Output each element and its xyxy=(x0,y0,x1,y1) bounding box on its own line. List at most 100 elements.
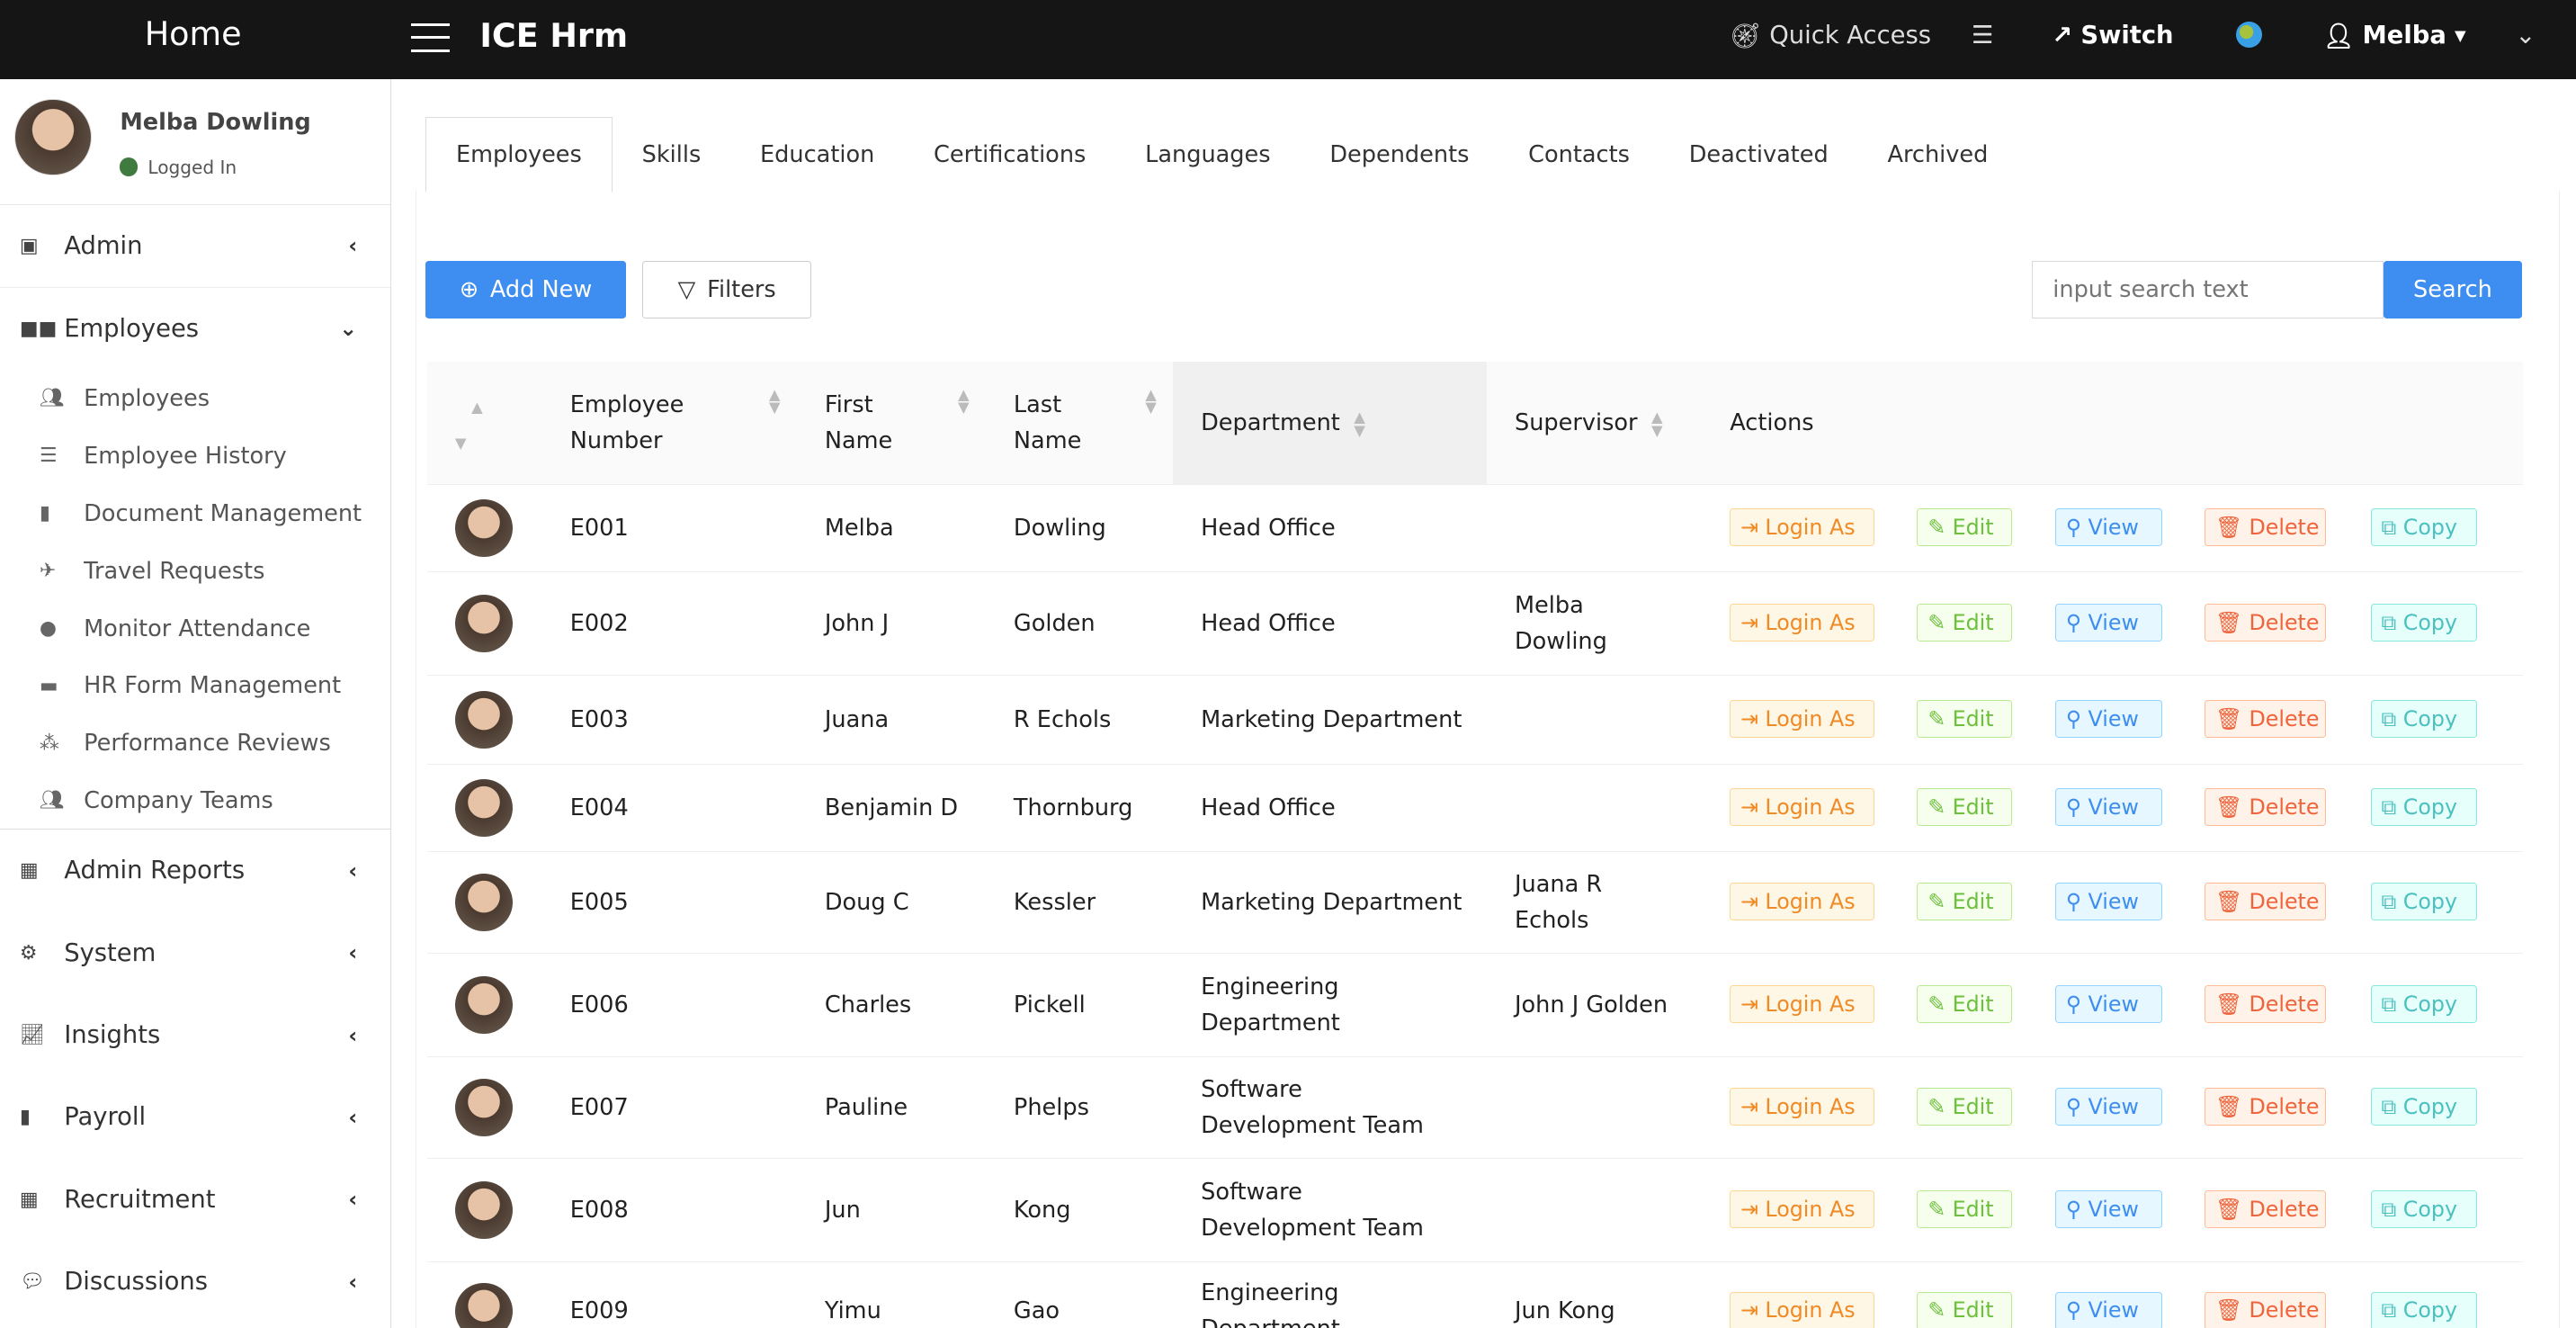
copy-button[interactable]: ⧉ Copy xyxy=(2370,604,2478,642)
switch-button[interactable]: ↗ Switch xyxy=(2052,22,2173,49)
edit-button[interactable]: ✎ Edit xyxy=(1917,508,2013,547)
add-new-button[interactable]: ⊕ Add New xyxy=(425,261,626,319)
compass-icon: 🧭︎ xyxy=(1730,22,1762,50)
sidebar-sub-company-teams[interactable]: 👥︎ Company Teams xyxy=(0,772,390,830)
delete-button[interactable]: 🗑︎ Delete xyxy=(2205,984,2327,1023)
delete-button[interactable]: 🗑︎ Delete xyxy=(2205,604,2327,642)
search-button[interactable]: Search xyxy=(2384,261,2522,319)
tab-education[interactable]: Education xyxy=(760,140,875,168)
sidebar-item-recruitment[interactable]: ▦ Recruitment ‹ xyxy=(0,1159,390,1241)
cell-first: Benjamin D xyxy=(796,764,986,852)
cell-sup xyxy=(1486,764,1703,852)
view-button[interactable]: ⚲ View xyxy=(2054,882,2162,920)
sidebar-sub-employees[interactable]: 👥︎ Employees xyxy=(0,370,390,427)
login-as-button[interactable]: ⇥ Login As xyxy=(1730,1291,1874,1328)
delete-button[interactable]: 🗑︎ Delete xyxy=(2205,882,2327,920)
view-icon: ⚲ xyxy=(2065,794,2082,820)
delete-button[interactable]: 🗑︎ Delete xyxy=(2205,700,2327,739)
tab-employees[interactable]: Employees xyxy=(425,116,613,193)
user-menu[interactable]: 👤︎ Melba ▼ xyxy=(2323,22,2466,50)
sidebar-item-admin-reports[interactable]: ▦ Admin Reports ‹ xyxy=(0,830,390,911)
cell-dept: Head Office xyxy=(1173,484,1487,573)
sidebar-item-discussions[interactable]: 💬︎ Discussions ‹ xyxy=(0,1241,390,1323)
login-as-button[interactable]: ⇥ Login As xyxy=(1730,1190,1874,1229)
cell-last: Kong xyxy=(985,1158,1174,1263)
tab-archived[interactable]: Archived xyxy=(1887,140,1989,168)
edit-button[interactable]: ✎ Edit xyxy=(1917,882,2013,920)
sort-icon: ▲ ▼ xyxy=(768,385,781,417)
login-as-button[interactable]: ⇥ Login As xyxy=(1730,787,1874,826)
col-first-name[interactable]: ▲ ▼ First Name xyxy=(796,361,986,486)
quick-access-button[interactable]: 🧭︎ Quick Access xyxy=(1730,22,1931,50)
view-button[interactable]: ⚲ View xyxy=(2054,604,2162,642)
delete-button[interactable]: 🗑︎ Delete xyxy=(2205,787,2327,826)
view-button[interactable]: ⚲ View xyxy=(2054,787,2162,826)
tab-languages[interactable]: Languages xyxy=(1145,140,1271,168)
edit-button[interactable]: ✎ Edit xyxy=(1917,1088,2013,1126)
label: Admin Reports xyxy=(64,857,246,885)
tab-deactivated[interactable]: Deactivated xyxy=(1688,140,1829,168)
copy-button[interactable]: ⧉ Copy xyxy=(2370,1088,2478,1126)
tab-contacts[interactable]: Contacts xyxy=(1528,140,1630,168)
view-button[interactable]: ⚲ View xyxy=(2054,1190,2162,1229)
menu-toggle-icon[interactable] xyxy=(410,22,451,53)
view-button[interactable]: ⚲ View xyxy=(2054,700,2162,739)
view-button[interactable]: ⚲ View xyxy=(2054,984,2162,1023)
edit-button[interactable]: ✎ Edit xyxy=(1917,984,2013,1023)
label: Login As xyxy=(1765,888,1856,914)
delete-button[interactable]: 🗑︎ Delete xyxy=(2205,1190,2327,1229)
sidebar-sub-hr-form-management[interactable]: ▬ HR Form Management xyxy=(0,658,390,715)
chevron-down-icon[interactable]: ⌄ xyxy=(2515,21,2536,49)
cell-num: E006 xyxy=(541,953,797,1057)
edit-button[interactable]: ✎ Edit xyxy=(1917,1291,2013,1328)
view-button[interactable]: ⚲ View xyxy=(2054,1291,2162,1328)
edit-button[interactable]: ✎ Edit xyxy=(1917,604,2013,642)
edit-button[interactable]: ✎ Edit xyxy=(1917,787,2013,826)
sidebar-item-employees[interactable]: ■■ Employees ⌄ xyxy=(0,288,390,370)
delete-button[interactable]: 🗑︎ Delete xyxy=(2205,508,2327,547)
view-button[interactable]: ⚲ View xyxy=(2054,1088,2162,1126)
filters-button[interactable]: ▽ Filters xyxy=(642,261,812,319)
login-as-button[interactable]: ⇥ Login As xyxy=(1730,984,1874,1023)
col-last-name[interactable]: ▲ ▼ Last Name xyxy=(985,361,1174,486)
copy-button[interactable]: ⧉ Copy xyxy=(2370,1190,2478,1229)
avatar-column-header[interactable]: ▲ ▼ xyxy=(426,361,542,486)
col-employee-number[interactable]: ▲ ▼ Employee Number xyxy=(541,361,797,486)
delete-icon: 🗑︎ xyxy=(2215,1197,2243,1223)
sidebar-item-admin[interactable]: ▣ Admin ‹ xyxy=(0,205,390,288)
tab-certifications[interactable]: Certifications xyxy=(934,140,1087,168)
sidebar-item-insights[interactable]: 📈︎ Insights ‹ xyxy=(0,994,390,1076)
sidebar-item-payroll[interactable]: ▮ Payroll ‹ xyxy=(0,1076,390,1158)
sidebar-item-system[interactable]: ⚙︎ System ‹ xyxy=(0,912,390,994)
col-supervisor[interactable]: Supervisor ▲ ▼ xyxy=(1486,361,1703,486)
sidebar-sub-monitor-attendance[interactable]: ● Monitor Attendance xyxy=(0,600,390,658)
tab-dependents[interactable]: Dependents xyxy=(1329,140,1470,168)
label: Employees xyxy=(64,314,200,343)
login-as-button[interactable]: ⇥ Login As xyxy=(1730,508,1874,547)
sidebar-sub-performance-reviews[interactable]: ⁂ Performance Reviews xyxy=(0,714,390,772)
copy-button[interactable]: ⧉ Copy xyxy=(2370,984,2478,1023)
search-input[interactable] xyxy=(2032,261,2384,319)
copy-button[interactable]: ⧉ Copy xyxy=(2370,700,2478,739)
login-as-button[interactable]: ⇥ Login As xyxy=(1730,1088,1874,1126)
copy-button[interactable]: ⧉ Copy xyxy=(2370,882,2478,920)
tasks-icon[interactable]: ☰ xyxy=(1971,21,1994,49)
delete-button[interactable]: 🗑︎ Delete xyxy=(2205,1291,2327,1328)
delete-button[interactable]: 🗑︎ Delete xyxy=(2205,1088,2327,1126)
login-as-button[interactable]: ⇥ Login As xyxy=(1730,604,1874,642)
sidebar-sub-travel-requests[interactable]: ✈︎ Travel Requests xyxy=(0,543,390,600)
copy-button[interactable]: ⧉ Copy xyxy=(2370,787,2478,826)
sidebar-sub-employee-history[interactable]: ☰ Employee History xyxy=(0,427,390,485)
edit-button[interactable]: ✎ Edit xyxy=(1917,700,2013,739)
language-globe-icon[interactable] xyxy=(2235,21,2263,48)
sidebar-sub-document-management[interactable]: ▮ Document Management xyxy=(0,485,390,543)
tab-skills[interactable]: Skills xyxy=(641,140,702,168)
copy-button[interactable]: ⧉ Copy xyxy=(2370,1291,2478,1328)
home-link[interactable]: Home xyxy=(144,14,242,54)
col-department[interactable]: Department ▲ ▼ xyxy=(1173,361,1487,486)
login-as-button[interactable]: ⇥ Login As xyxy=(1730,882,1874,920)
edit-button[interactable]: ✎ Edit xyxy=(1917,1190,2013,1229)
copy-button[interactable]: ⧉ Copy xyxy=(2370,508,2478,547)
login-as-button[interactable]: ⇥ Login As xyxy=(1730,700,1874,739)
view-button[interactable]: ⚲ View xyxy=(2054,508,2162,547)
